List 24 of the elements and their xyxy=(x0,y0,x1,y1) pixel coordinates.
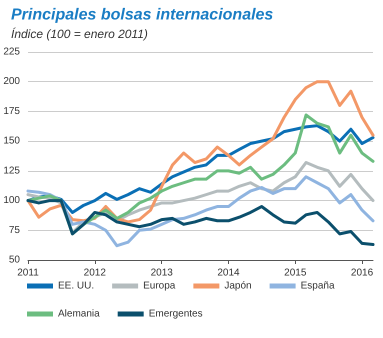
x-tick-label: 2015 xyxy=(284,268,307,278)
y-tick-label: 225 xyxy=(3,46,20,58)
x-tick-label: 2012 xyxy=(84,268,106,278)
legend-label: Emergentes xyxy=(148,308,203,320)
legend-label: Japón xyxy=(224,280,252,292)
line-series xyxy=(26,175,374,248)
legend-label: España xyxy=(300,280,335,292)
y-tick-label: 50 xyxy=(8,254,20,266)
chart-title: Principales bolsas internacionales xyxy=(11,6,274,24)
legend-label: EE. UU. xyxy=(58,280,94,292)
y-tick-label: 200 xyxy=(3,76,20,88)
x-tick-label: 2014 xyxy=(217,268,240,278)
x-tick-label: 2016 xyxy=(350,268,374,278)
legend-label: Europa xyxy=(143,280,176,292)
y-tick-label: 125 xyxy=(3,165,20,176)
y-tick-label: 175 xyxy=(3,106,20,117)
y-tick-label: 75 xyxy=(8,224,20,236)
x-tick-label: 2011 xyxy=(17,268,40,278)
y-tick-label: 150 xyxy=(3,136,20,147)
line-series xyxy=(26,199,374,246)
x-tick-label: 2013 xyxy=(150,268,174,278)
y-tick-label: 100 xyxy=(3,195,20,206)
chart-subtitle: Índice (100 = enero 2011) xyxy=(11,27,148,41)
legend-label: Alemania xyxy=(58,308,100,320)
